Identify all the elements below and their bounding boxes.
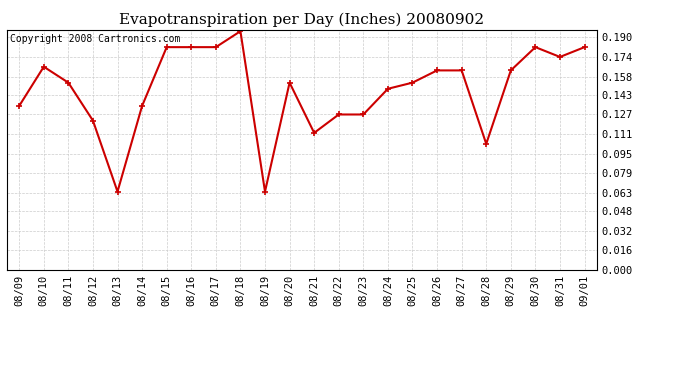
- Text: Copyright 2008 Cartronics.com: Copyright 2008 Cartronics.com: [10, 34, 180, 44]
- Title: Evapotranspiration per Day (Inches) 20080902: Evapotranspiration per Day (Inches) 2008…: [119, 13, 484, 27]
